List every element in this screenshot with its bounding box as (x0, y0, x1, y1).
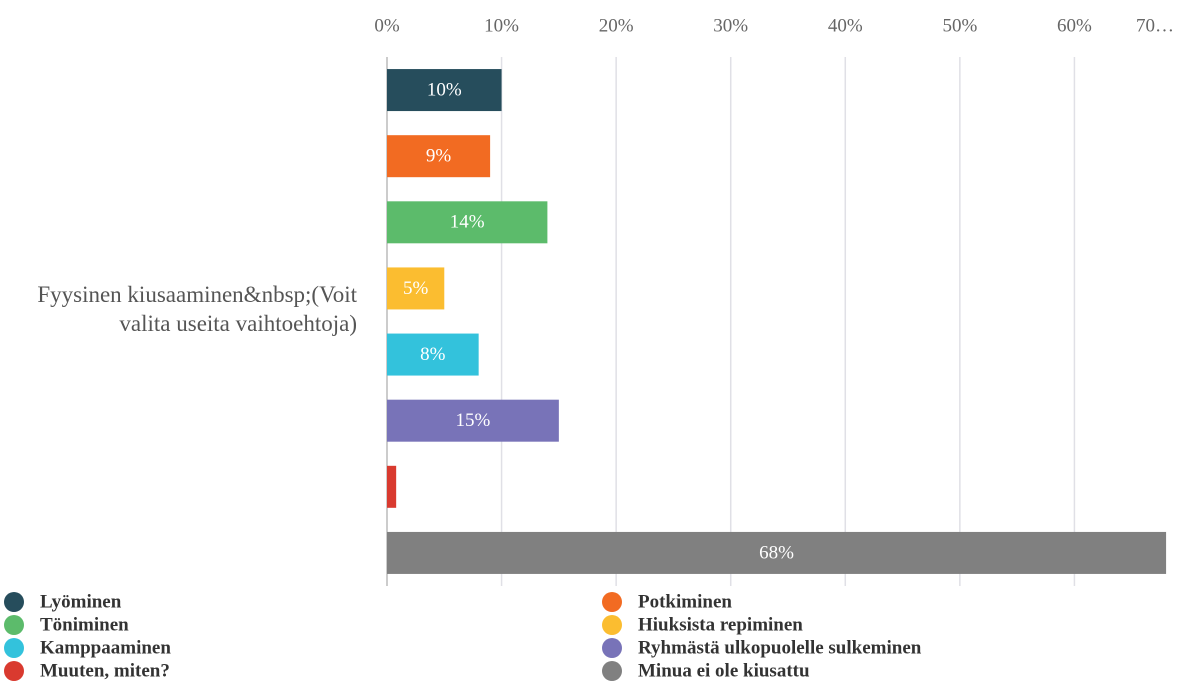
x-tick-label: 50% (942, 15, 977, 36)
x-tick-label: 30% (713, 15, 748, 36)
data-label: 68% (759, 542, 794, 563)
legend-label: Minua ei ole kiusattu (638, 660, 810, 681)
data-label: 8% (420, 344, 446, 365)
legend-marker (4, 592, 24, 612)
bar (387, 465, 397, 508)
legend-label: Töniminen (40, 614, 129, 635)
legend-marker (602, 615, 622, 635)
bar (387, 69, 502, 112)
data-label: 14% (450, 212, 485, 233)
legend-label: Ryhmästä ulkopuolelle sulkeminen (638, 637, 922, 658)
data-label: 5% (403, 278, 429, 299)
x-tick-label: 10% (484, 15, 519, 36)
legend-label: Kamppaaminen (40, 637, 171, 658)
x-tick-label: 60% (1057, 15, 1092, 36)
data-label: 10% (427, 79, 462, 100)
bar (387, 399, 559, 442)
bar (387, 267, 445, 310)
legend-marker (602, 638, 622, 658)
data-label: 9% (426, 146, 452, 167)
bar (387, 333, 479, 376)
x-tick-label: 20% (599, 15, 634, 36)
legend-label: Potkiminen (638, 591, 732, 612)
legend-marker (602, 592, 622, 612)
x-tick-label: 0% (374, 15, 400, 36)
x-tick-label: 40% (828, 15, 863, 36)
bar (387, 201, 548, 244)
legend-marker (4, 638, 24, 658)
bar (387, 531, 1167, 574)
legend-label: Lyöminen (40, 591, 122, 612)
category-label: Fyysinen kiusaaminen&nbsp;(Voit valita u… (37, 282, 357, 336)
legend-label: Hiuksista repiminen (638, 614, 803, 635)
data-label: 15% (456, 410, 491, 431)
bar (387, 135, 491, 178)
legend-marker (4, 615, 24, 635)
legend-label: Muuten, miten? (40, 660, 170, 681)
legend-marker (602, 661, 622, 681)
legend-marker (4, 661, 24, 681)
x-tick-label: 70… (1136, 15, 1174, 36)
